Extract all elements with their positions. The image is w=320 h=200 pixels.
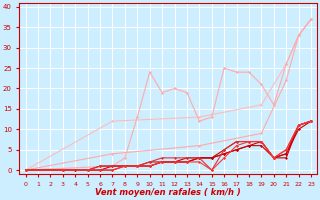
X-axis label: Vent moyen/en rafales ( km/h ): Vent moyen/en rafales ( km/h ) bbox=[95, 188, 241, 197]
